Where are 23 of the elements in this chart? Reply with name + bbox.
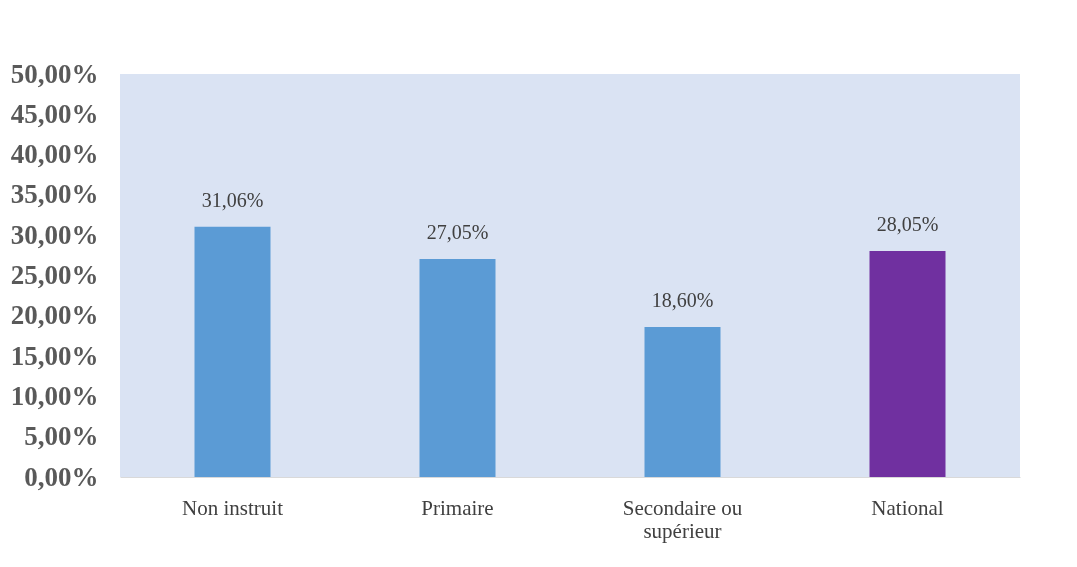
x-tick-label: National [871,495,944,520]
x-tick-label: Non instruit [182,495,284,520]
data-label: 28,05% [876,212,939,235]
y-tick-label: 40,00% [10,139,99,170]
data-label: 31,06% [201,188,264,211]
x-tick-label: Secondaire ou supérieur [622,495,743,543]
y-tick-label: 0,00% [24,461,99,492]
bar [419,258,496,477]
y-tick-label: 50,00% [10,58,99,89]
y-tick-label: 20,00% [10,300,99,331]
data-label: 27,05% [426,220,489,243]
x-tick-label: Primaire [421,495,494,520]
data-label: 18,60% [651,289,714,312]
y-tick-label: 25,00% [10,260,99,290]
y-tick-label: 5,00% [24,421,99,452]
bar [194,226,271,477]
bar [644,327,721,477]
y-tick-label: 45,00% [10,98,99,129]
y-tick-label: 30,00% [10,219,99,250]
bar [869,250,946,477]
y-tick-label: 10,00% [10,380,99,411]
y-tick-label: 35,00% [10,179,99,210]
y-tick-label: 15,00% [10,340,99,371]
